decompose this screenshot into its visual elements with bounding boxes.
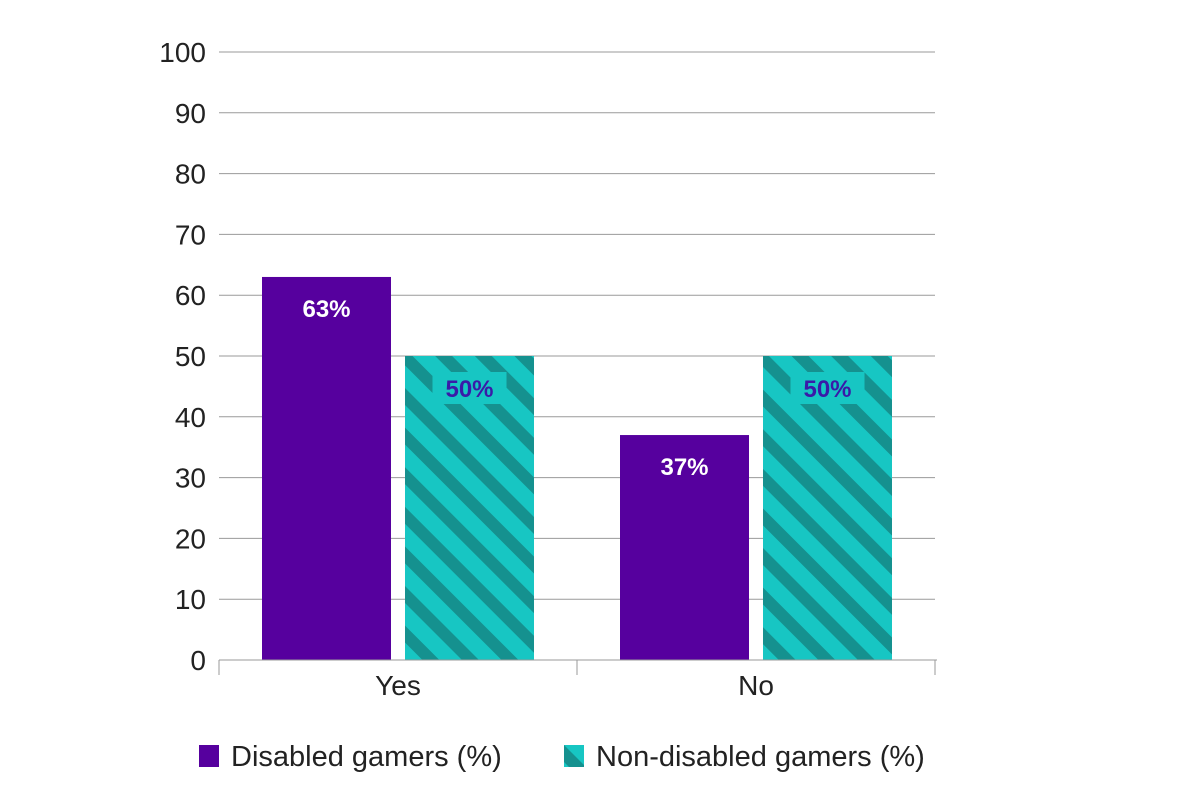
bar-yes-series-2	[405, 356, 534, 660]
y-tick-label: 20	[175, 523, 206, 554]
legend-swatch	[199, 745, 219, 767]
legend-label: Disabled gamers (%)	[231, 741, 502, 773]
y-tick-label: 60	[175, 280, 206, 311]
y-tick-label: 80	[175, 159, 206, 190]
y-tick-label: 100	[159, 37, 206, 68]
data-label: 50%	[803, 376, 851, 403]
y-tick-label: 0	[190, 645, 206, 676]
y-tick-label: 10	[175, 584, 206, 615]
data-label: 50%	[445, 376, 493, 403]
data-label-background	[790, 372, 865, 404]
bar-no-series-2	[763, 356, 892, 660]
y-axis-ticks: 0 10 20 30 40 50 60 70 80 90 100	[159, 37, 206, 676]
y-tick-label: 90	[175, 98, 206, 129]
y-tick-label: 40	[175, 402, 206, 433]
x-axis: Yes No	[218, 659, 937, 701]
data-labels: 63% 50% 37% 50%	[302, 296, 865, 481]
legend-label: Non-disabled gamers (%)	[596, 741, 925, 773]
legend: Disabled gamers (%) Non-disabled gamers (…	[199, 741, 925, 773]
data-label-background	[432, 372, 507, 404]
bar-yes-series-1	[262, 276, 391, 660]
y-tick-label: 30	[175, 463, 206, 494]
x-category-label: No	[738, 670, 774, 701]
data-label: 37%	[660, 454, 708, 481]
bar-no-series-1	[620, 435, 749, 660]
y-tick-label: 70	[175, 219, 206, 250]
bars	[262, 276, 892, 660]
legend-swatch	[564, 745, 584, 767]
data-label: 63%	[302, 296, 350, 323]
y-tick-label: 50	[175, 341, 206, 372]
x-category-label: Yes	[375, 670, 421, 701]
